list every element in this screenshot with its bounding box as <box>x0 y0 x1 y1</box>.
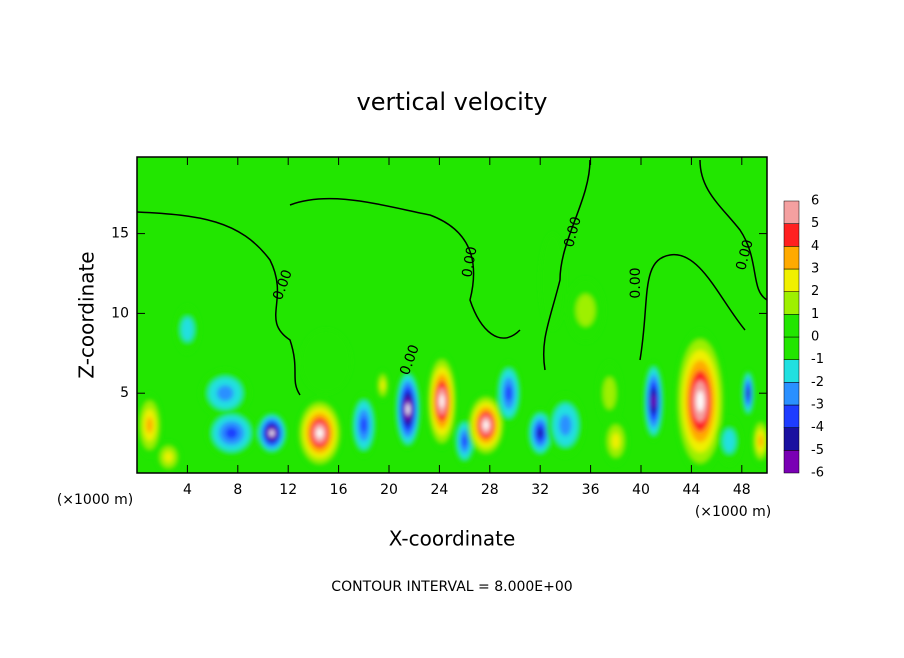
colorbar-band <box>783 427 800 451</box>
colorbar-band <box>783 359 800 383</box>
colorbar-label: -5 <box>811 443 824 458</box>
plot-area <box>137 157 767 473</box>
colorbar-band <box>783 382 800 406</box>
field-cell <box>406 403 410 415</box>
colorbar-label: -4 <box>811 420 824 435</box>
colorbar-label: 4 <box>811 239 819 254</box>
x-tick-label: 48 <box>733 482 751 498</box>
contour-line <box>639 254 746 361</box>
field-cell <box>505 385 512 402</box>
field-cell <box>603 377 616 410</box>
colorbar-label: 1 <box>811 307 819 322</box>
colorbar-label: 3 <box>811 262 819 277</box>
colorbar-label: -1 <box>811 352 824 367</box>
x-tick-label: 16 <box>330 482 348 498</box>
field-cell <box>316 428 323 439</box>
x-tick-label: 44 <box>682 482 700 498</box>
colorbar-band <box>783 314 800 338</box>
colorbar-band <box>783 404 800 428</box>
contour-label: 0.00 <box>733 238 757 272</box>
contour-label: 0.00 <box>561 215 585 249</box>
colorbar-band <box>783 223 800 247</box>
field-cell <box>576 294 596 327</box>
field-cell <box>758 435 763 448</box>
field-cell <box>439 394 445 409</box>
x-tick-label: 4 <box>183 482 192 498</box>
x-unit-label: (×1000 m) <box>57 492 133 508</box>
field <box>137 233 767 473</box>
x-tick-label: 20 <box>380 482 398 498</box>
x-unit-label: (×1000 m) <box>695 504 771 520</box>
field-cell <box>696 390 704 412</box>
x-tick-label: 32 <box>531 482 549 498</box>
colorbar-label: -2 <box>811 375 824 390</box>
contour-line <box>289 197 521 339</box>
y-tick-label: 10 <box>111 305 129 321</box>
field-cell <box>380 379 385 391</box>
field-cell <box>611 433 620 450</box>
y-axis-label: Z-coordinate <box>75 251 99 378</box>
colorbar-label: 2 <box>811 284 819 299</box>
x-tick-label: 8 <box>233 482 242 498</box>
colorbar-label: 5 <box>811 216 819 231</box>
field-cell <box>540 233 566 330</box>
y-tick-label: 5 <box>120 385 129 401</box>
x-tick-label: 40 <box>632 482 650 498</box>
field-cell <box>181 317 194 342</box>
field-cell <box>559 414 572 436</box>
x-tick-label: 24 <box>430 482 448 498</box>
field-cell <box>746 388 750 398</box>
contour-line <box>137 211 301 396</box>
colorbar-band <box>783 336 800 360</box>
field-cell <box>722 429 736 454</box>
colorbar-label: -6 <box>811 466 824 481</box>
axes: 0.000.000.000.000.000.004 8 12 16 20 24 28 32 36… <box>111 156 824 498</box>
field-cell <box>360 417 367 434</box>
contour-line <box>699 159 767 301</box>
x-tick-label: 36 <box>582 482 600 498</box>
colorbar-label: -3 <box>811 398 824 413</box>
colorbar-band <box>783 268 800 292</box>
contour-label: 0.00 <box>459 245 480 278</box>
colorbar-label: 6 <box>811 194 819 209</box>
field-cell <box>537 428 543 438</box>
field-cell <box>462 435 468 448</box>
chart-title: vertical velocity <box>357 88 548 116</box>
colorbar-band <box>783 291 800 315</box>
field-cell <box>225 427 238 440</box>
colorbar-band <box>783 246 800 270</box>
field-cell <box>216 385 234 402</box>
y-tick-label: 15 <box>111 226 129 242</box>
contour-label: 0.00 <box>628 267 644 298</box>
x-axis-label: X-coordinate <box>389 527 516 551</box>
colorbar-band <box>783 450 800 474</box>
x-tick-label: 28 <box>481 482 499 498</box>
colorbar-label: 0 <box>811 330 819 345</box>
contour-line <box>542 159 591 371</box>
x-tick-label: 12 <box>279 482 297 498</box>
field-cell <box>483 420 489 430</box>
field-cell <box>300 329 352 394</box>
field-cell <box>164 451 173 463</box>
field-cell <box>651 394 656 408</box>
field-cell <box>269 430 274 437</box>
field-cell <box>146 417 153 434</box>
footer-note: CONTOUR INTERVAL = 8.000E+00 <box>331 579 572 595</box>
plot-frame <box>136 156 768 474</box>
colorbar-band <box>783 200 800 224</box>
